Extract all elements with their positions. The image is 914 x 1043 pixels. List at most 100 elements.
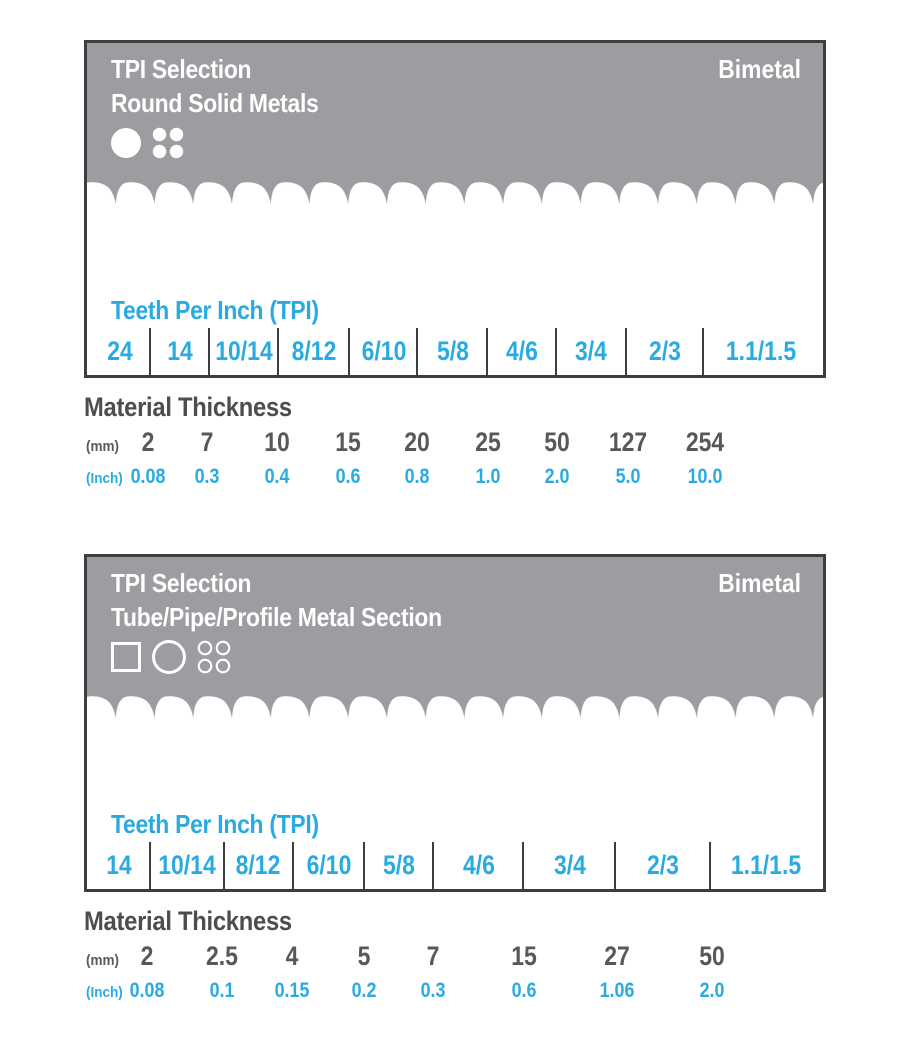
panel-subtitle: Round Solid Metals bbox=[111, 88, 319, 118]
thickness-mm-value: 2.5 bbox=[206, 941, 238, 971]
thickness-mm-value: 4 bbox=[285, 941, 299, 971]
tpi-divider bbox=[277, 328, 280, 375]
tpi-values: 14 10/14 8/12 6/10 5/8 4/6 3/4 2/3 1.1/1.5 bbox=[87, 842, 823, 889]
tpi-selection-page: TPI Selection Round Solid Metals Bimetal… bbox=[84, 40, 826, 1006]
tube-bundle-icon bbox=[197, 640, 231, 674]
thickness-mm-value: 127 bbox=[608, 427, 648, 457]
mm-unit-label: (mm) bbox=[86, 438, 120, 455]
thickness-inch-value: 0.6 bbox=[335, 465, 361, 488]
tpi-scale-area: Teeth Per Inch (TPI) 24 14 10/14 8/12 6/10 5/… bbox=[87, 215, 823, 375]
thickness-mm-value: 2 bbox=[140, 941, 154, 971]
tpi-value: 14 bbox=[166, 336, 193, 366]
panel-title: TPI Selection bbox=[111, 54, 252, 84]
tpi-divider bbox=[208, 328, 211, 375]
thickness-inch-value: 5.0 bbox=[615, 465, 641, 488]
tpi-value: 8/12 bbox=[236, 850, 281, 880]
thickness-inch-value: 0.3 bbox=[194, 465, 220, 488]
thickness-mm-values: 2 2.5 4 5 7 15 27 50 bbox=[84, 938, 826, 974]
tpi-value: 1.1/1.5 bbox=[730, 850, 801, 880]
tpi-value: 1.1/1.5 bbox=[726, 336, 797, 366]
bimetal-badge: Bimetal bbox=[718, 568, 801, 598]
tpi-value: 2/3 bbox=[646, 850, 679, 880]
tpi-value: 24 bbox=[107, 336, 133, 366]
thickness-inch-value: 2.0 bbox=[699, 979, 725, 1002]
tpi-value: 5/8 bbox=[436, 336, 469, 366]
thickness-mm-value: 27 bbox=[603, 941, 630, 971]
tpi-values: 24 14 10/14 8/12 6/10 5/8 4/6 3/4 2/3 1.1/1.5 bbox=[87, 328, 823, 375]
tpi-divider bbox=[363, 842, 366, 889]
tpi-value: 3/4 bbox=[553, 850, 586, 880]
round-tube-icon bbox=[152, 640, 186, 674]
material-shape-icons bbox=[111, 125, 801, 161]
tpi-scale-row: 24 14 10/14 8/12 6/10 5/8 4/6 3/4 2/3 1.1/1.5 bbox=[87, 328, 823, 375]
panel-tube-pipe-profile: TPI Selection Tube/Pipe/Profile Metal Se… bbox=[84, 554, 826, 1006]
thickness-inch-value: 0.08 bbox=[130, 465, 166, 488]
tpi-heading: Teeth Per Inch (TPI) bbox=[111, 809, 319, 839]
panel-card: TPI Selection Round Solid Metals Bimetal… bbox=[84, 40, 826, 378]
thickness-inch-value: 0.15 bbox=[274, 979, 310, 1002]
tpi-value: 5/8 bbox=[383, 850, 416, 880]
thickness-mm-value: 10 bbox=[264, 427, 290, 457]
thickness-mm-value: 15 bbox=[335, 427, 361, 457]
thickness-inch-row: (Inch) 0.08 0.3 0.4 0.6 0.8 1.0 2.0 5.0 10.0 bbox=[84, 462, 826, 492]
thickness-mm-value: 7 bbox=[426, 941, 440, 971]
thickness-inch-values: 0.08 0.3 0.4 0.6 0.8 1.0 2.0 5.0 10.0 bbox=[84, 462, 826, 492]
tpi-value: 10/14 bbox=[158, 850, 216, 880]
material-shape-icons bbox=[111, 639, 801, 675]
tpi-divider bbox=[292, 842, 295, 889]
solid-round-bar-icon bbox=[111, 128, 141, 158]
thickness-mm-value: 15 bbox=[511, 941, 537, 971]
thickness-inch-value: 0.1 bbox=[209, 979, 235, 1002]
square-tube-icon bbox=[111, 642, 141, 672]
thickness-mm-value: 50 bbox=[698, 941, 725, 971]
material-thickness-block: Material Thickness (mm) 2 2.5 4 5 7 15 27 50 (I… bbox=[84, 906, 826, 1006]
saw-blade-teeth-icon bbox=[87, 685, 823, 729]
thickness-mm-value: 20 bbox=[404, 427, 430, 457]
tpi-divider bbox=[348, 328, 351, 375]
thickness-inch-value: 2.0 bbox=[544, 465, 570, 488]
material-thickness-block: Material Thickness (mm) 2 7 10 15 20 25 50 127 2… bbox=[84, 392, 826, 492]
tpi-dividers bbox=[87, 842, 823, 889]
thickness-inch-value: 1.06 bbox=[599, 979, 635, 1002]
thickness-inch-value: 0.3 bbox=[420, 979, 446, 1002]
solid-round-bundle-icon bbox=[152, 127, 184, 159]
thickness-heading: Material Thickness bbox=[84, 906, 292, 936]
tpi-value: 4/6 bbox=[462, 850, 495, 880]
tpi-divider bbox=[625, 328, 628, 375]
tpi-divider bbox=[148, 842, 151, 889]
thickness-inch-value: 0.2 bbox=[351, 979, 377, 1002]
inch-unit-label: (Inch) bbox=[86, 470, 123, 487]
thickness-heading: Material Thickness bbox=[84, 392, 292, 422]
thickness-mm-values: 2 7 10 15 20 25 50 127 254 bbox=[84, 424, 826, 460]
thickness-mm-value: 25 bbox=[474, 427, 501, 457]
tpi-divider bbox=[416, 328, 419, 375]
mm-unit-label: (mm) bbox=[86, 952, 120, 969]
panel-round-solid-metals: TPI Selection Round Solid Metals Bimetal… bbox=[84, 40, 826, 492]
tpi-value: 10/14 bbox=[215, 336, 273, 366]
bimetal-badge: Bimetal bbox=[718, 54, 801, 84]
tpi-value: 3/4 bbox=[575, 336, 608, 366]
tpi-heading: Teeth Per Inch (TPI) bbox=[111, 295, 319, 325]
tpi-scale-row: 14 10/14 8/12 6/10 5/8 4/6 3/4 2/3 1.1/1.5 bbox=[87, 842, 823, 889]
saw-blade-teeth-icon bbox=[87, 171, 823, 215]
tpi-divider bbox=[522, 842, 525, 889]
tpi-divider bbox=[614, 842, 617, 889]
tpi-divider bbox=[486, 328, 489, 375]
tpi-divider bbox=[431, 842, 434, 889]
panel-title: TPI Selection bbox=[111, 568, 252, 598]
tpi-divider bbox=[149, 328, 152, 375]
thickness-mm-value: 50 bbox=[543, 427, 570, 457]
thickness-inch-value: 0.08 bbox=[129, 979, 165, 1002]
thickness-inch-value: 10.0 bbox=[687, 465, 723, 488]
tpi-divider bbox=[708, 842, 711, 889]
tpi-dividers bbox=[87, 328, 823, 375]
tpi-divider bbox=[554, 328, 557, 375]
tpi-value: 6/10 bbox=[361, 336, 406, 366]
inch-unit-label: (Inch) bbox=[86, 984, 123, 1001]
thickness-mm-row: (mm) 2 2.5 4 5 7 15 27 50 bbox=[84, 938, 826, 974]
thickness-inch-value: 0.8 bbox=[404, 465, 430, 488]
thickness-mm-value: 2 bbox=[141, 427, 155, 457]
thickness-mm-value: 5 bbox=[357, 941, 371, 971]
tpi-divider bbox=[222, 842, 225, 889]
thickness-inch-values: 0.08 0.1 0.15 0.2 0.3 0.6 1.06 2.0 bbox=[84, 976, 826, 1006]
